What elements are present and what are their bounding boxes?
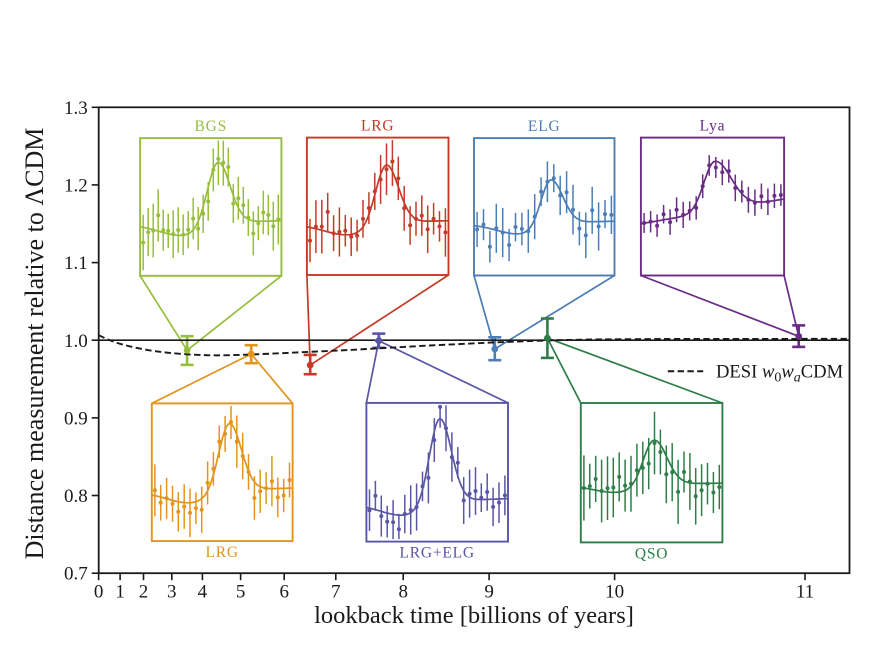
svg-text:4: 4 bbox=[198, 582, 208, 603]
svg-text:Distance measurement relative: Distance measurement relative to ΛCDM bbox=[20, 128, 49, 560]
svg-text:5: 5 bbox=[236, 582, 246, 603]
svg-text:BGS: BGS bbox=[195, 118, 228, 135]
svg-text:1.2: 1.2 bbox=[64, 175, 88, 196]
svg-text:3: 3 bbox=[167, 582, 177, 603]
svg-text:0.9: 0.9 bbox=[64, 408, 88, 429]
svg-text:1.1: 1.1 bbox=[64, 253, 88, 274]
svg-text:LRG: LRG bbox=[361, 118, 394, 135]
svg-text:8: 8 bbox=[398, 582, 408, 603]
svg-text:11: 11 bbox=[796, 582, 814, 603]
svg-text:Lya: Lya bbox=[700, 118, 726, 135]
svg-text:ELG: ELG bbox=[528, 118, 561, 135]
svg-text:2: 2 bbox=[139, 582, 149, 603]
svg-text:10: 10 bbox=[605, 582, 624, 603]
svg-text:lookback time [billions of yea: lookback time [billions of years] bbox=[314, 602, 634, 629]
svg-text:LRG+ELG: LRG+ELG bbox=[399, 545, 474, 562]
svg-text:9: 9 bbox=[484, 582, 494, 603]
svg-text:0.7: 0.7 bbox=[64, 564, 88, 585]
svg-text:0.8: 0.8 bbox=[64, 486, 88, 507]
svg-text:QSO: QSO bbox=[635, 545, 668, 562]
svg-text:1: 1 bbox=[115, 582, 125, 603]
svg-text:1.3: 1.3 bbox=[64, 98, 88, 119]
svg-text:LRG: LRG bbox=[205, 544, 238, 561]
svg-text:6: 6 bbox=[279, 582, 289, 603]
svg-text:1.0: 1.0 bbox=[64, 331, 88, 352]
svg-text:7: 7 bbox=[331, 582, 341, 603]
svg-text:0: 0 bbox=[94, 582, 104, 603]
